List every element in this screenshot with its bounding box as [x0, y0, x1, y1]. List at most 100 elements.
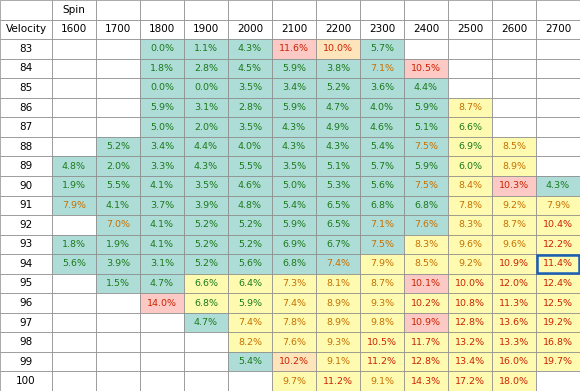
Text: 5.1%: 5.1% [326, 161, 350, 171]
Text: 6.0%: 6.0% [458, 161, 482, 171]
Text: 12.0%: 12.0% [499, 279, 529, 288]
Text: 86: 86 [19, 102, 32, 113]
Text: 3.5%: 3.5% [238, 122, 262, 132]
Bar [404, 293, 448, 313]
Bar [228, 332, 272, 352]
Bar [448, 98, 492, 117]
Bar [536, 371, 580, 391]
Text: 7.4%: 7.4% [238, 318, 262, 327]
Bar [228, 59, 272, 78]
Text: 7.1%: 7.1% [370, 220, 394, 230]
Text: 10.1%: 10.1% [411, 279, 441, 288]
Bar [272, 332, 316, 352]
Bar [536, 293, 580, 313]
Bar [0, 293, 52, 313]
Bar [404, 156, 448, 176]
Bar [448, 78, 492, 98]
Text: 16.0%: 16.0% [499, 357, 529, 366]
Bar [52, 352, 96, 371]
Text: 1600: 1600 [61, 24, 87, 34]
Text: 7.9%: 7.9% [546, 201, 570, 210]
Text: 10.4%: 10.4% [543, 220, 573, 230]
Bar [0, 352, 52, 371]
Text: 4.3%: 4.3% [238, 44, 262, 54]
Text: 7.5%: 7.5% [414, 181, 438, 190]
Bar [96, 59, 140, 78]
Bar [184, 39, 228, 59]
Bar [448, 0, 492, 20]
Text: 14.3%: 14.3% [411, 377, 441, 386]
Bar [52, 0, 96, 20]
Bar [492, 352, 536, 371]
Text: 10.2%: 10.2% [279, 357, 309, 366]
Text: 83: 83 [19, 44, 32, 54]
Bar [228, 156, 272, 176]
Text: 3.4%: 3.4% [150, 142, 174, 151]
Bar [492, 20, 536, 39]
Text: 4.3%: 4.3% [546, 181, 570, 190]
Bar [0, 0, 52, 20]
Bar [96, 352, 140, 371]
Bar [184, 78, 228, 98]
Text: 94: 94 [19, 259, 32, 269]
Bar [316, 254, 360, 274]
Text: 1800: 1800 [149, 24, 175, 34]
Text: 3.8%: 3.8% [326, 64, 350, 73]
Bar [448, 156, 492, 176]
Text: 7.6%: 7.6% [414, 220, 438, 230]
Text: 10.9%: 10.9% [499, 259, 529, 269]
Bar [272, 215, 316, 235]
Bar [52, 235, 96, 254]
Bar [404, 196, 448, 215]
Bar [537, 255, 579, 273]
Bar [184, 371, 228, 391]
Bar [228, 274, 272, 293]
Bar [96, 156, 140, 176]
Text: 10.0%: 10.0% [455, 279, 485, 288]
Text: 14.0%: 14.0% [147, 298, 177, 308]
Bar [316, 78, 360, 98]
Bar [52, 254, 96, 274]
Text: 4.3%: 4.3% [282, 142, 306, 151]
Bar [360, 371, 404, 391]
Text: 4.9%: 4.9% [326, 122, 350, 132]
Text: 13.4%: 13.4% [455, 357, 485, 366]
Bar [272, 352, 316, 371]
Bar [492, 332, 536, 352]
Bar [140, 117, 184, 137]
Text: 5.2%: 5.2% [106, 142, 130, 151]
Text: 0.0%: 0.0% [194, 83, 218, 93]
Bar [140, 313, 184, 332]
Text: 6.8%: 6.8% [194, 298, 218, 308]
Text: 0.0%: 0.0% [150, 83, 174, 93]
Bar [360, 176, 404, 196]
Bar [492, 196, 536, 215]
Bar [52, 215, 96, 235]
Text: 99: 99 [19, 357, 32, 367]
Bar [316, 59, 360, 78]
Bar [536, 215, 580, 235]
Text: 13.6%: 13.6% [499, 318, 529, 327]
Bar [228, 20, 272, 39]
Text: 93: 93 [19, 239, 32, 249]
Bar [184, 293, 228, 313]
Bar [448, 371, 492, 391]
Text: 1900: 1900 [193, 24, 219, 34]
Bar [0, 313, 52, 332]
Bar [492, 371, 536, 391]
Text: 4.1%: 4.1% [150, 240, 174, 249]
Bar [96, 235, 140, 254]
Text: 7.5%: 7.5% [370, 240, 394, 249]
Text: 8.5%: 8.5% [502, 142, 526, 151]
Bar [96, 215, 140, 235]
Text: 87: 87 [19, 122, 32, 132]
Bar [492, 98, 536, 117]
Text: 9.2%: 9.2% [502, 201, 526, 210]
Text: 91: 91 [19, 200, 32, 210]
Bar [140, 235, 184, 254]
Bar [360, 117, 404, 137]
Bar [316, 0, 360, 20]
Bar [0, 254, 52, 274]
Text: 2300: 2300 [369, 24, 395, 34]
Text: 2.8%: 2.8% [194, 64, 218, 73]
